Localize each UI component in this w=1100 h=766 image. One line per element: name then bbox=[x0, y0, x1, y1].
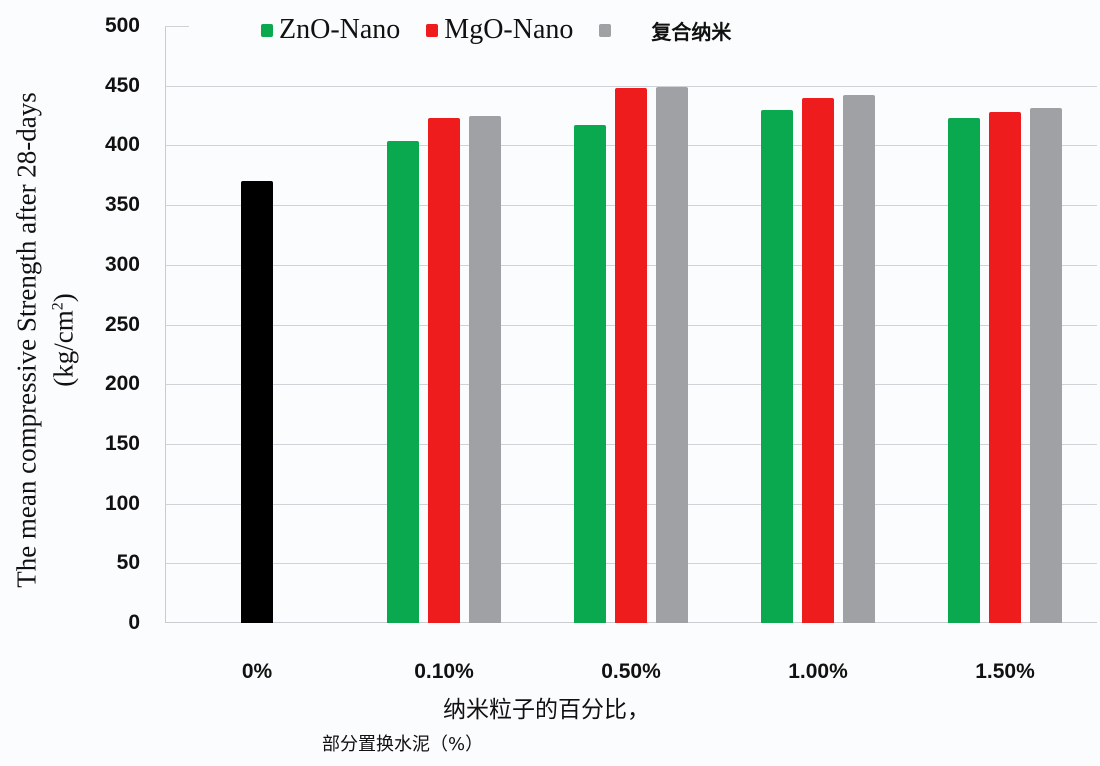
y-axis-title-line2: (kg/cm2) bbox=[48, 293, 79, 387]
gridline bbox=[165, 26, 189, 27]
bar-series-1 bbox=[989, 111, 1021, 623]
y-tick-label: 100 bbox=[104, 491, 140, 515]
x-axis-title-line1: 纳米粒子的百分比， bbox=[443, 697, 650, 723]
x-tick-label: 0% bbox=[241, 660, 273, 683]
bar-series-1 bbox=[615, 88, 647, 623]
legend-item-zno: ZnO-Nano bbox=[261, 14, 400, 46]
y-tick-label: 450 bbox=[104, 73, 140, 97]
bar-series-2 bbox=[1030, 108, 1062, 623]
legend: ZnO-Nano MgO-Nano 复合纳米 bbox=[255, 12, 764, 48]
bar-series-2 bbox=[843, 95, 875, 623]
bar-series-1 bbox=[802, 97, 834, 623]
y-tick-label: 500 bbox=[104, 14, 140, 37]
y-axis-title-container: The mean compressive Strength after 28-d… bbox=[0, 0, 90, 680]
gridline bbox=[165, 85, 1097, 87]
y-tick-label: 200 bbox=[104, 372, 140, 396]
legend-label-composite: 复合纳米 bbox=[651, 19, 732, 44]
legend-swatch-composite bbox=[599, 23, 612, 37]
bar-series-0 bbox=[761, 109, 793, 623]
y-tick-label: 300 bbox=[104, 252, 140, 276]
y-tick-label: 0 bbox=[128, 611, 140, 634]
legend-item-mgo: MgO-Nano bbox=[426, 14, 573, 46]
x-axis-title-line2: 部分置换水泥（%） bbox=[322, 734, 484, 755]
y-tick-label: 50 bbox=[116, 551, 140, 575]
y-axis-title: The mean compressive Strength after 28-d… bbox=[11, 92, 80, 588]
y-tick-label: 350 bbox=[104, 193, 140, 217]
y-axis-title-line1: The mean compressive Strength after 28-d… bbox=[11, 92, 42, 588]
legend-swatch-zno bbox=[261, 23, 273, 37]
bar-series-0 bbox=[948, 117, 980, 623]
bar-series-1 bbox=[428, 117, 460, 623]
bar-control bbox=[241, 181, 273, 623]
y-tick-label: 400 bbox=[104, 133, 140, 157]
bar-series-0 bbox=[574, 125, 606, 623]
legend-swatch-mgo bbox=[426, 23, 439, 37]
x-tick-label: 1.50% bbox=[975, 660, 1035, 683]
y-tick-label: 150 bbox=[104, 431, 140, 455]
y-tick-label: 250 bbox=[104, 312, 140, 336]
legend-label-mgo: MgO-Nano bbox=[444, 14, 574, 45]
legend-item-composite: 复合纳米 bbox=[599, 16, 731, 45]
x-tick-label: 0.50% bbox=[601, 660, 661, 683]
x-tick-label: 0.10% bbox=[414, 660, 474, 683]
legend-label-zno: ZnO-Nano bbox=[279, 14, 401, 45]
bar-series-0 bbox=[387, 140, 419, 623]
bar-series-2 bbox=[656, 86, 688, 623]
x-tick-label: 1.00% bbox=[788, 660, 848, 683]
plot-area bbox=[165, 26, 1097, 623]
bar-series-2 bbox=[469, 115, 501, 623]
